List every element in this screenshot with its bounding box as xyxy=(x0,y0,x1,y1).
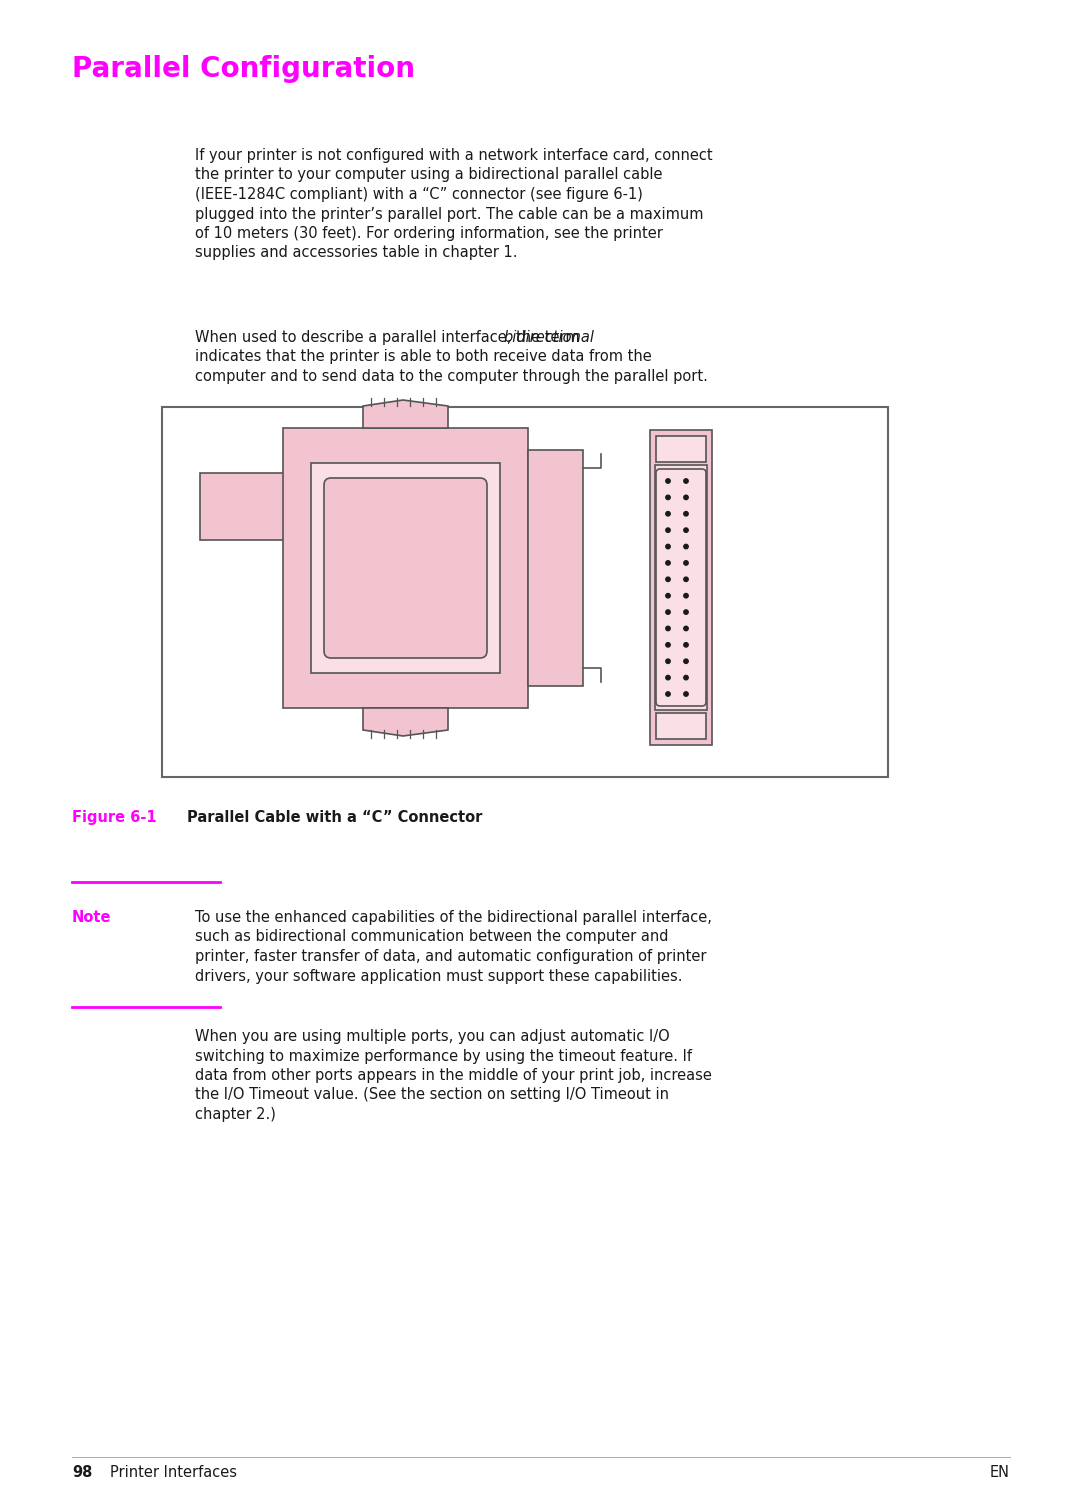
Bar xyxy=(654,465,707,710)
Text: such as bidirectional communication between the computer and: such as bidirectional communication betw… xyxy=(195,930,669,945)
Text: EN: EN xyxy=(990,1465,1010,1480)
Text: chapter 2.): chapter 2.) xyxy=(195,1106,275,1123)
Bar xyxy=(528,450,583,686)
Circle shape xyxy=(684,676,688,680)
Circle shape xyxy=(665,594,671,598)
Circle shape xyxy=(684,478,688,483)
Text: Figure 6-1: Figure 6-1 xyxy=(72,810,157,825)
Text: indicates that the printer is able to both receive data from the: indicates that the printer is able to bo… xyxy=(195,350,651,365)
Text: When you are using multiple ports, you can adjust automatic I/O: When you are using multiple ports, you c… xyxy=(195,1029,670,1044)
Text: plugged into the printer’s parallel port. The cable can be a maximum: plugged into the printer’s parallel port… xyxy=(195,206,703,221)
Text: To use the enhanced capabilities of the bidirectional parallel interface,: To use the enhanced capabilities of the … xyxy=(195,910,712,925)
Bar xyxy=(200,472,285,540)
Circle shape xyxy=(665,495,671,499)
Circle shape xyxy=(684,643,688,647)
Text: supplies and accessories table in chapter 1.: supplies and accessories table in chapte… xyxy=(195,245,517,260)
Circle shape xyxy=(665,659,671,664)
Circle shape xyxy=(684,495,688,499)
Circle shape xyxy=(665,692,671,697)
Circle shape xyxy=(665,511,671,516)
Bar xyxy=(650,431,712,745)
Circle shape xyxy=(684,577,688,582)
Text: data from other ports appears in the middle of your print job, increase: data from other ports appears in the mid… xyxy=(195,1067,712,1082)
Circle shape xyxy=(684,610,688,614)
Circle shape xyxy=(665,577,671,582)
FancyBboxPatch shape xyxy=(324,478,487,658)
Circle shape xyxy=(665,544,671,549)
Circle shape xyxy=(665,626,671,631)
Circle shape xyxy=(665,478,671,483)
Bar xyxy=(311,463,500,673)
Text: Parallel Configuration: Parallel Configuration xyxy=(72,55,415,84)
Text: 98: 98 xyxy=(72,1465,93,1480)
Circle shape xyxy=(665,676,671,680)
Text: switching to maximize performance by using the timeout feature. If: switching to maximize performance by usi… xyxy=(195,1048,692,1063)
Bar xyxy=(656,437,706,462)
Circle shape xyxy=(684,626,688,631)
Bar xyxy=(162,407,888,777)
Text: bidirectional: bidirectional xyxy=(503,330,594,345)
Bar xyxy=(283,428,528,709)
Circle shape xyxy=(684,544,688,549)
Text: When used to describe a parallel interface, the term: When used to describe a parallel interfa… xyxy=(195,330,584,345)
Text: If your printer is not configured with a network interface card, connect: If your printer is not configured with a… xyxy=(195,148,713,163)
Circle shape xyxy=(684,692,688,697)
Polygon shape xyxy=(363,401,448,428)
Circle shape xyxy=(665,561,671,565)
Text: (IEEE-1284C compliant) with a “C” connector (see figure 6-1): (IEEE-1284C compliant) with a “C” connec… xyxy=(195,187,643,202)
Circle shape xyxy=(684,594,688,598)
Text: Note: Note xyxy=(72,910,111,925)
Bar xyxy=(656,713,706,739)
Text: the I/O Timeout value. (See the section on setting I/O Timeout in: the I/O Timeout value. (See the section … xyxy=(195,1087,669,1102)
FancyBboxPatch shape xyxy=(656,469,706,706)
Text: drivers, your software application must support these capabilities.: drivers, your software application must … xyxy=(195,969,683,984)
Text: of 10 meters (30 feet). For ordering information, see the printer: of 10 meters (30 feet). For ordering inf… xyxy=(195,226,663,241)
Circle shape xyxy=(684,659,688,664)
Text: Parallel Cable with a “C” Connector: Parallel Cable with a “C” Connector xyxy=(187,810,483,825)
Text: computer and to send data to the computer through the parallel port.: computer and to send data to the compute… xyxy=(195,369,707,384)
Text: Printer Interfaces: Printer Interfaces xyxy=(110,1465,237,1480)
Text: printer, faster transfer of data, and automatic configuration of printer: printer, faster transfer of data, and au… xyxy=(195,949,706,964)
Circle shape xyxy=(684,561,688,565)
Circle shape xyxy=(684,511,688,516)
Text: the printer to your computer using a bidirectional parallel cable: the printer to your computer using a bid… xyxy=(195,167,662,182)
Polygon shape xyxy=(363,709,448,736)
Circle shape xyxy=(684,528,688,532)
Circle shape xyxy=(665,643,671,647)
Circle shape xyxy=(665,528,671,532)
Circle shape xyxy=(665,610,671,614)
